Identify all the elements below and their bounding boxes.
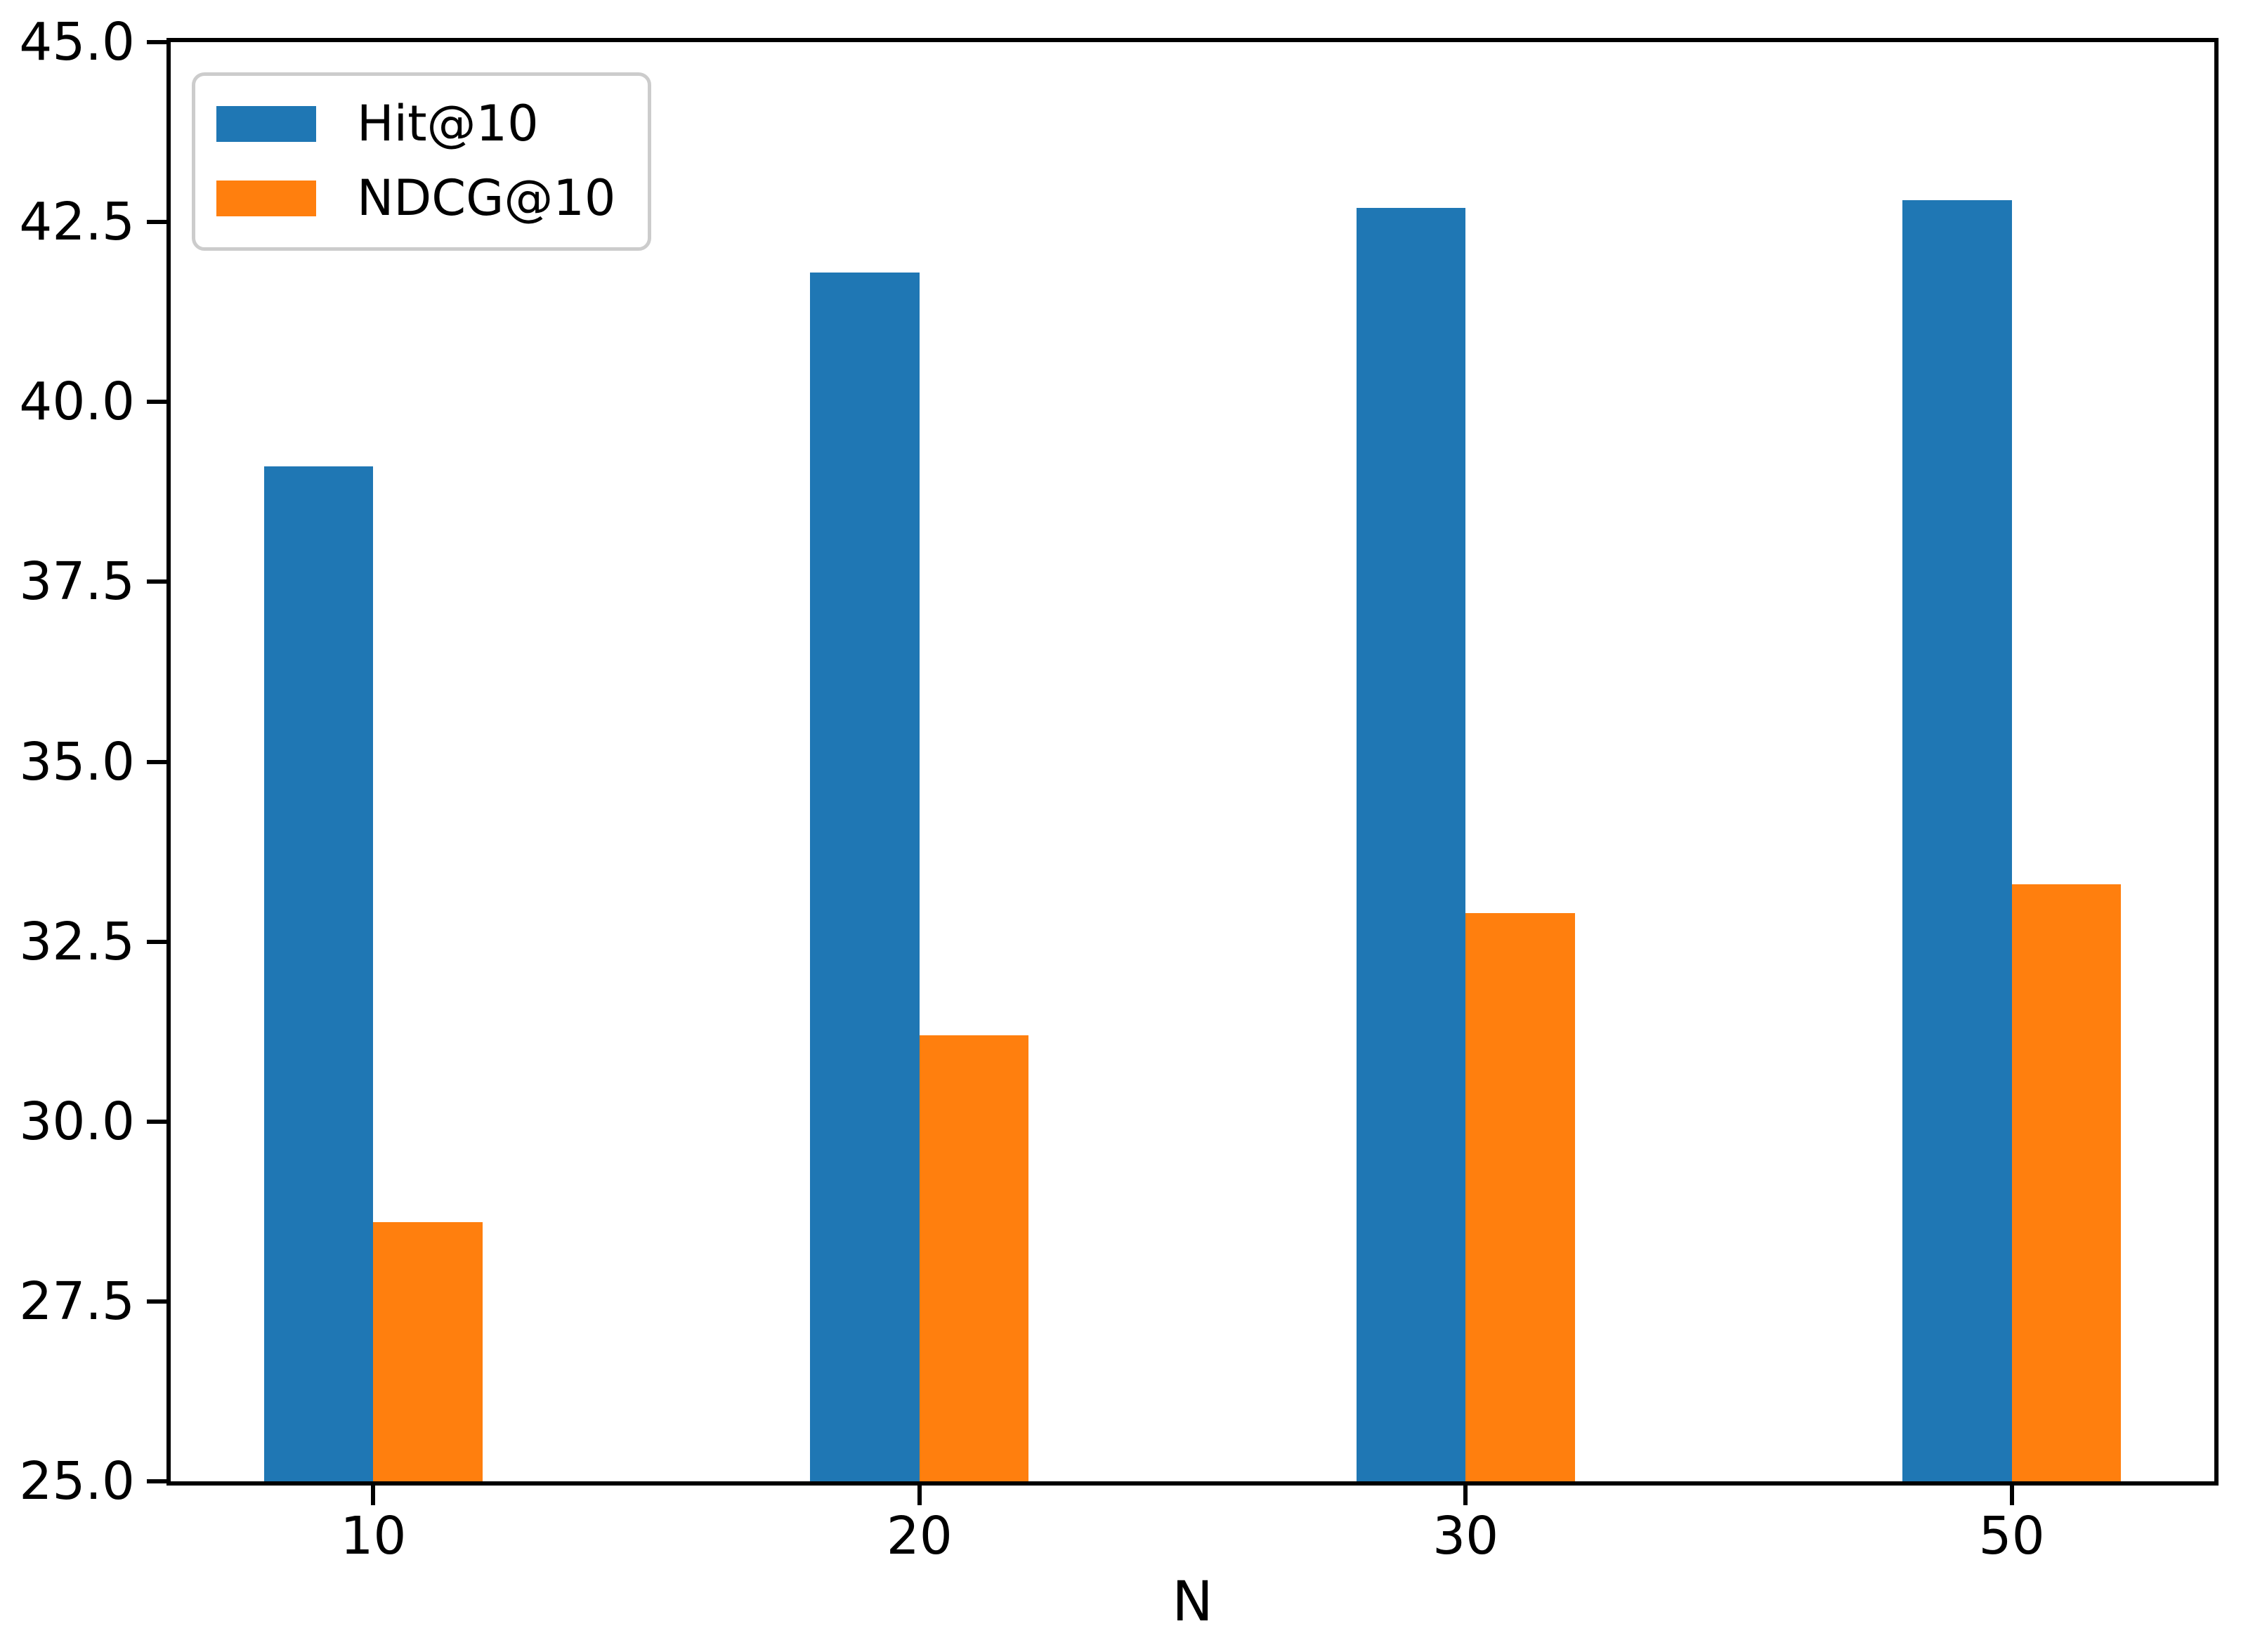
y-axis-tick-label: 27.5 bbox=[19, 1271, 135, 1332]
y-axis-tick-label: 25.0 bbox=[19, 1451, 135, 1512]
y-axis-tick-mark bbox=[147, 1119, 166, 1124]
y-axis-tick-label: 37.5 bbox=[19, 551, 135, 612]
y-axis-tick-label: 35.0 bbox=[19, 731, 135, 792]
bar-hit@10-n20 bbox=[810, 272, 920, 1481]
y-axis-tick-mark bbox=[147, 400, 166, 405]
plot-area bbox=[166, 38, 2219, 1486]
x-axis-tick-label: 20 bbox=[886, 1506, 953, 1566]
legend-row: Hit@10 bbox=[216, 91, 615, 156]
x-axis-tick-mark bbox=[2009, 1486, 2014, 1505]
bars-layer bbox=[171, 42, 2214, 1481]
bar-ndcg@10-n50 bbox=[2011, 884, 2122, 1481]
y-axis-tick-label: 30.0 bbox=[19, 1091, 135, 1152]
y-axis-tick-mark bbox=[147, 220, 166, 225]
y-axis-tick-mark bbox=[147, 1479, 166, 1483]
bar-ndcg@10-n20 bbox=[919, 1035, 1029, 1481]
y-axis-tick-mark bbox=[147, 40, 166, 44]
y-axis-tick-mark bbox=[147, 939, 166, 944]
x-axis-tick-mark bbox=[1463, 1486, 1468, 1505]
y-axis-tick-label: 42.5 bbox=[19, 192, 135, 253]
bar-ndcg@10-n10 bbox=[373, 1222, 483, 1481]
y-axis-tick-mark bbox=[147, 579, 166, 584]
x-axis-tick-mark bbox=[371, 1486, 376, 1505]
x-axis-tick-label: 30 bbox=[1432, 1506, 1499, 1566]
y-axis-tick-label: 32.5 bbox=[19, 911, 135, 972]
bar-hit@10-n50 bbox=[1902, 200, 2012, 1481]
legend-swatch-hit@10 bbox=[216, 105, 316, 142]
legend-swatch-ndcg@10 bbox=[216, 180, 316, 216]
legend-row: NDCG@10 bbox=[216, 166, 615, 230]
y-axis-tick-label: 40.0 bbox=[19, 372, 135, 433]
legend: Hit@10 NDCG@10 bbox=[192, 72, 652, 251]
y-axis-tick-mark bbox=[147, 1299, 166, 1304]
x-axis-tick-mark bbox=[917, 1486, 922, 1505]
x-axis-label: N bbox=[1172, 1571, 1213, 1634]
bar-hit@10-n30 bbox=[1356, 207, 1466, 1481]
x-axis-tick-label: 10 bbox=[340, 1506, 407, 1566]
y-axis-tick-label: 45.0 bbox=[19, 12, 135, 72]
bar-ndcg@10-n30 bbox=[1465, 912, 1575, 1481]
legend-label: NDCG@10 bbox=[357, 169, 616, 227]
x-axis-tick-label: 50 bbox=[1978, 1506, 2045, 1566]
bar-hit@10-n10 bbox=[263, 466, 374, 1481]
y-axis-tick-mark bbox=[147, 759, 166, 764]
legend-label: Hit@10 bbox=[357, 95, 539, 152]
